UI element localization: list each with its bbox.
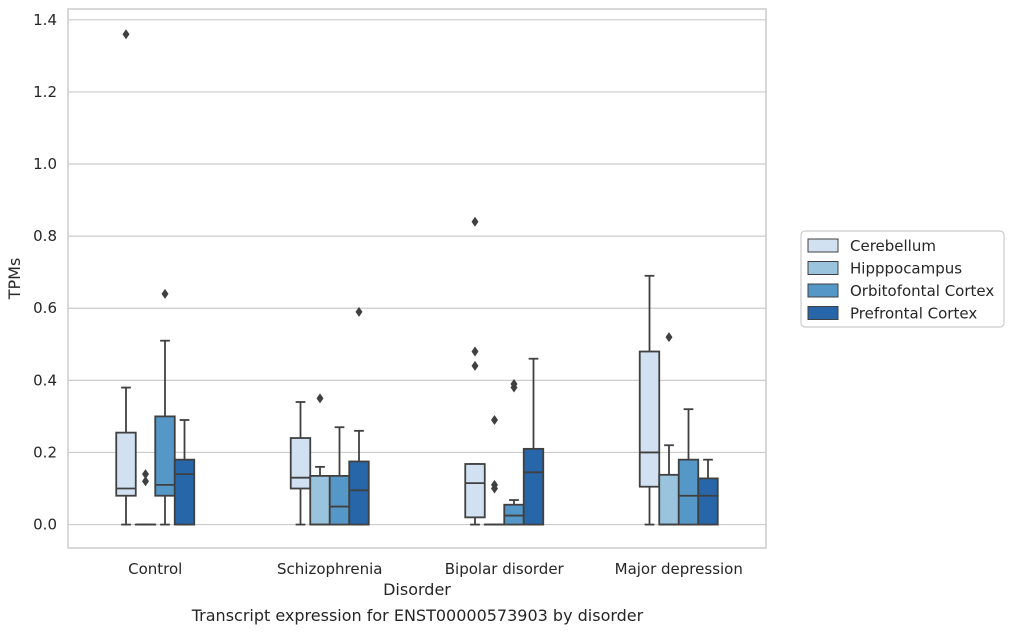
outlier-point <box>665 332 673 343</box>
outlier-point <box>471 216 479 227</box>
box-iqr <box>289 437 312 490</box>
outlier-point <box>471 360 479 371</box>
box-major-depression-hipppocampus <box>658 332 680 526</box>
legend-swatch <box>807 238 839 253</box>
outlier-point <box>355 306 363 317</box>
x-tick-label: Control <box>128 560 182 578</box>
outlier-point <box>161 288 169 299</box>
box-schizophrenia-prefrontal-cortex <box>348 306 370 526</box>
box-iqr <box>464 463 486 519</box>
box-iqr <box>309 474 331 526</box>
box-control-cerebellum <box>115 29 137 526</box>
box-iqr <box>503 503 525 526</box>
box-iqr <box>677 458 700 526</box>
legend-label: Orbitofontal Cortex <box>850 282 994 300</box>
outlier-point <box>491 415 498 426</box>
outlier-point <box>142 476 149 487</box>
outlier-point <box>122 29 130 40</box>
box-bipolar-disorder-prefrontal-cortex <box>522 357 545 526</box>
outlier-point <box>142 469 149 480</box>
box-schizophrenia-cerebellum <box>289 401 312 526</box>
box-iqr <box>173 458 196 526</box>
box-iqr <box>348 460 370 526</box>
legend-label: Cerebellum <box>850 237 936 255</box>
legend-swatch <box>807 283 839 298</box>
y-axis-label: TPMs <box>5 258 24 301</box>
box-bipolar-disorder-orbitofontal-cortex <box>503 378 525 526</box>
box-iqr <box>658 473 680 526</box>
box-iqr <box>328 474 351 526</box>
legend-label: Prefrontal Cortex <box>850 305 977 323</box>
box-major-depression-prefrontal-cortex <box>697 458 719 526</box>
y-tick-label: 0.6 <box>33 299 57 317</box>
outlier-point <box>510 382 518 393</box>
outlier-point <box>491 483 498 494</box>
y-tick-label: 1.4 <box>33 11 57 29</box>
y-tick-label: 0.0 <box>33 516 57 534</box>
outlier-point <box>316 393 324 404</box>
y-tick-label: 0.2 <box>33 443 57 461</box>
box-bipolar-disorder-cerebellum <box>464 216 486 526</box>
box-major-depression-orbitofontal-cortex <box>677 408 700 526</box>
legend-swatch <box>807 261 839 275</box>
legend-box <box>800 230 1005 328</box>
box-iqr <box>115 431 137 497</box>
x-axis-label: Disorder <box>383 580 451 599</box>
legend-label: Hipppocampus <box>850 260 962 278</box>
x-tick-label: Schizophrenia <box>277 560 382 578</box>
y-tick-label: 0.4 <box>33 371 57 389</box>
box-bipolar-disorder-hipppocampus <box>483 415 506 526</box>
plot-frame <box>67 8 767 549</box>
box-iqr <box>638 350 661 488</box>
y-tick-label: 1.0 <box>33 155 57 173</box>
legend: Cerebellum Hipppocampus Orbitofontal Corte… <box>800 230 1005 328</box>
legend-swatch <box>807 306 839 320</box>
box-schizophrenia-orbitofontal-cortex <box>328 426 351 526</box>
box-iqr <box>697 477 719 526</box>
x-tick-label: Bipolar disorder <box>445 560 565 578</box>
box-control-hipppocampus <box>134 469 157 526</box>
box-major-depression-cerebellum <box>638 274 661 526</box>
y-tick-label: 0.8 <box>33 227 57 245</box>
chart-caption: Transcript expression for ENST0000057390… <box>191 606 644 625</box>
box-schizophrenia-hipppocampus <box>309 393 331 526</box>
outlier-point <box>471 346 479 357</box>
box-control-prefrontal-cortex <box>173 419 196 526</box>
box-control-orbitofontal-cortex <box>154 288 176 526</box>
y-tick-label: 1.2 <box>33 83 57 101</box>
box-iqr <box>154 415 176 497</box>
box-iqr <box>522 447 545 526</box>
x-tick-label: Major depression <box>615 560 743 578</box>
